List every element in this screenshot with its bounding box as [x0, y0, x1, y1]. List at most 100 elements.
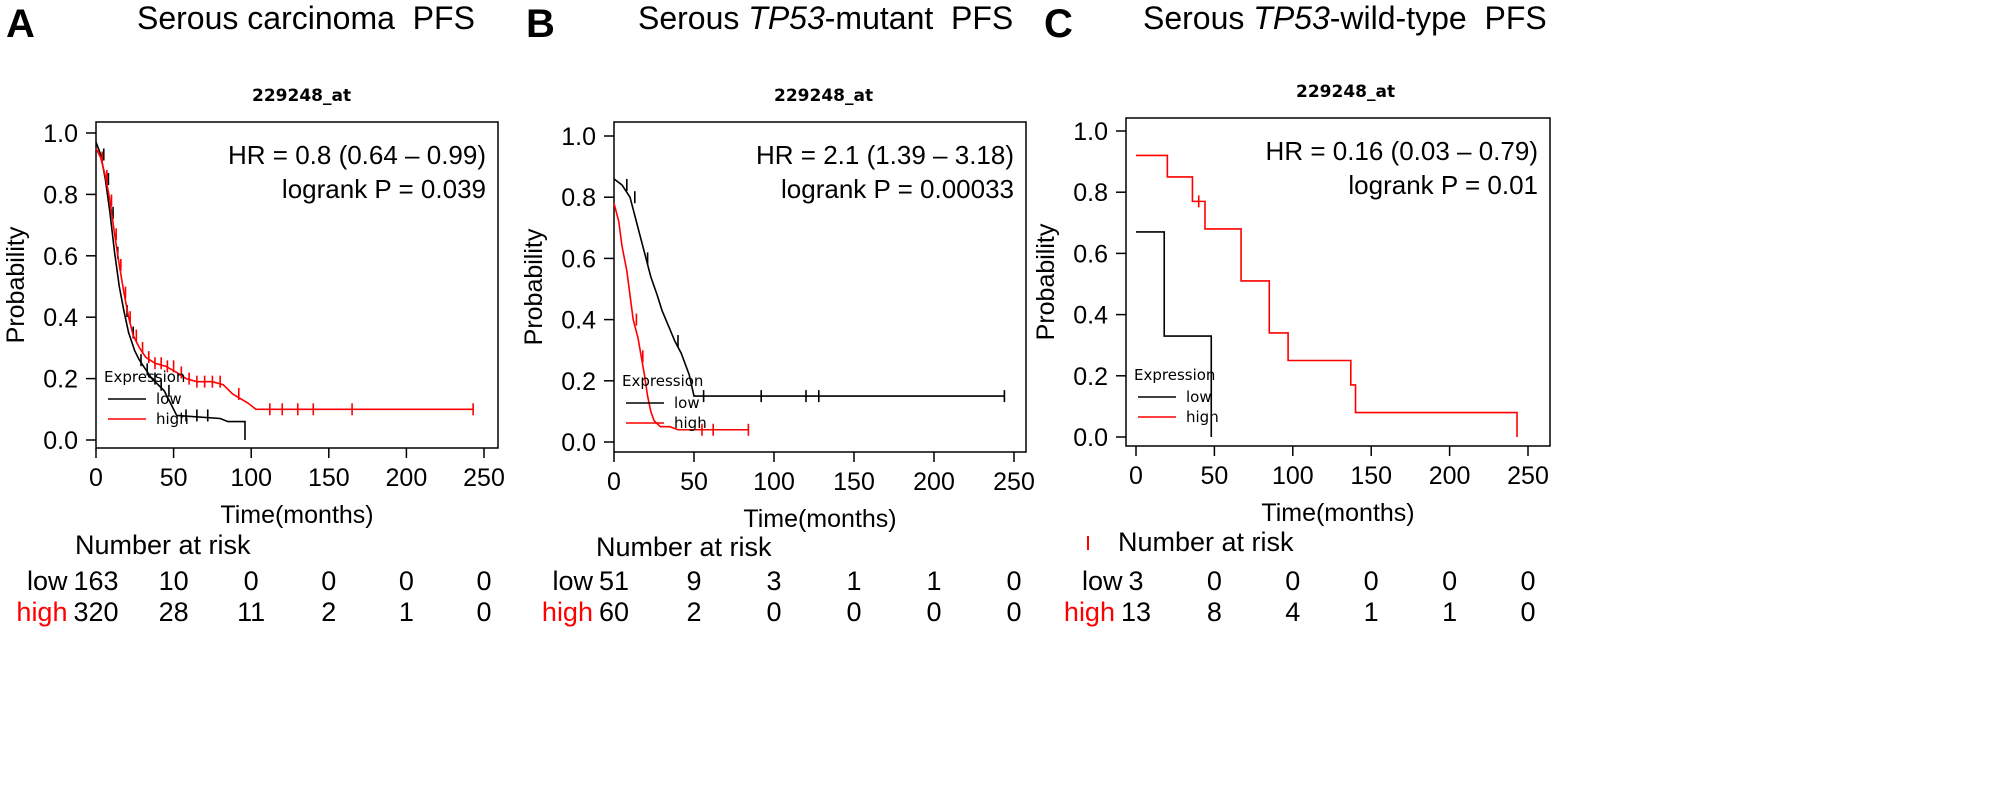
plot-frame — [1125, 117, 1551, 447]
risk-group-label: high — [16, 597, 68, 627]
risk-count: 0 — [1006, 566, 1022, 596]
stray-tick-mark — [1087, 536, 1089, 550]
y-tick-label: 0.2 — [43, 366, 78, 394]
risk-count: 1 — [846, 566, 862, 596]
risk-count: 9 — [686, 566, 702, 596]
chart-subtitle: 229248_at — [1296, 82, 1396, 102]
risk-count: 3 — [1128, 566, 1144, 596]
legend-label-low: low — [674, 394, 700, 412]
risk-table-title: Number at risk — [1118, 527, 1294, 557]
y-axis-label: Probability — [2, 226, 30, 343]
hazard-ratio-label: HR = 0.16 (0.03 – 0.79) — [1266, 136, 1538, 166]
risk-row-low: low 163 10 0 0 0 0 — [0, 566, 660, 598]
x-tick-label: 200 — [1429, 462, 1471, 490]
legend-label-low: low — [1186, 388, 1212, 406]
legend-label-high: high — [674, 414, 707, 432]
series-line-high — [1136, 154, 1518, 437]
x-axis-label: Time(months) — [220, 501, 373, 529]
title-suffix: -mutant PFS — [824, 0, 1014, 36]
hazard-ratio-label: HR = 2.1 (1.39 – 3.18) — [756, 140, 1014, 170]
y-tick-label: 1.0 — [561, 123, 596, 151]
y-tick-label: 0.0 — [43, 427, 78, 455]
title-text: Serous carcinoma PFS — [137, 0, 475, 36]
risk-row-high: high 13 8 4 1 1 0 — [1040, 597, 1700, 629]
risk-count: 1 — [1363, 597, 1379, 627]
risk-count: 0 — [321, 566, 337, 596]
x-tick-label: 100 — [230, 464, 272, 492]
x-tick-label: 0 — [607, 468, 621, 496]
risk-count: 0 — [398, 566, 414, 596]
risk-count: 0 — [1520, 597, 1536, 627]
series-line-low — [95, 141, 246, 440]
risk-group-label: high — [1063, 597, 1115, 627]
risk-count: 0 — [243, 566, 259, 596]
y-tick-label: 0.8 — [43, 181, 78, 209]
title-text: Serous — [1143, 0, 1254, 36]
x-tick-label: 50 — [680, 468, 708, 496]
risk-count: 11 — [237, 597, 266, 627]
risk-count: 28 — [158, 597, 189, 627]
risk-count: 1 — [1442, 597, 1458, 627]
km-chart: 0.0 0.2 0.4 0.6 0.8 1.0 0 50 100 150 200 250 Time(mo… — [2, 120, 505, 529]
risk-count: 163 — [73, 566, 119, 596]
legend-label-high: high — [1186, 408, 1219, 426]
x-tick-label: 50 — [1200, 462, 1228, 490]
series-line-low — [613, 178, 1005, 397]
x-tick-label: 150 — [1350, 462, 1392, 490]
risk-count: 60 — [598, 597, 630, 627]
x-tick-label: 200 — [913, 468, 955, 496]
legend-title: Expression — [1134, 366, 1215, 384]
y-tick-label: 0.0 — [561, 429, 596, 457]
risk-count: 1 — [398, 597, 414, 627]
x-tick-label: 100 — [753, 468, 795, 496]
y-tick-label: 0.2 — [561, 368, 596, 396]
risk-count: 2 — [321, 597, 337, 627]
y-tick-label: 0.4 — [43, 304, 78, 332]
series-line-low — [1136, 231, 1213, 437]
y-tick-label: 0.8 — [561, 184, 596, 212]
x-tick-label: 200 — [386, 464, 428, 492]
risk-count: 1 — [926, 566, 942, 596]
x-tick-label: 0 — [89, 464, 103, 492]
x-tick-label: 50 — [160, 464, 188, 492]
panel-title: Serous carcinoma PFS — [137, 0, 475, 37]
risk-count: 0 — [476, 566, 492, 596]
y-tick-label: 1.0 — [43, 120, 78, 148]
risk-count: 8 — [1206, 597, 1222, 627]
x-tick-label: 250 — [1507, 462, 1549, 490]
title-gene: TP53 — [748, 0, 825, 36]
panel-title: Serous TP53-wild-type PFS — [1143, 0, 1547, 37]
title-gene: TP53 — [1253, 0, 1330, 36]
y-tick-label: 0.0 — [1073, 424, 1108, 452]
risk-count: 0 — [476, 597, 492, 627]
title-suffix: -wild-type PFS — [1329, 0, 1547, 36]
risk-count: 0 — [1363, 566, 1379, 596]
chart-subtitle: 229248_at — [252, 86, 352, 106]
risk-group-label: low — [26, 566, 68, 596]
risk-count: 3 — [766, 566, 782, 596]
logrank-p-label: logrank P = 0.00033 — [781, 174, 1014, 204]
x-axis-label: Time(months) — [1261, 499, 1414, 527]
risk-table-title: Number at risk — [75, 530, 251, 560]
risk-row-low: low 3 0 0 0 0 0 — [1040, 566, 1700, 598]
risk-group-label: low — [552, 566, 593, 596]
x-tick-label: 150 — [833, 468, 875, 496]
plot-frame — [95, 121, 499, 449]
title-text: Serous — [638, 0, 749, 36]
y-tick-label: 0.4 — [1073, 302, 1108, 330]
risk-row-high: high 320 28 11 2 1 0 — [0, 597, 660, 629]
legend-title: Expression — [104, 368, 185, 386]
logrank-p-label: logrank P = 0.039 — [282, 174, 486, 204]
series-line-high — [613, 203, 749, 431]
risk-group-label: low — [1081, 566, 1123, 596]
hazard-ratio-label: HR = 0.8 (0.64 – 0.99) — [228, 140, 486, 170]
risk-row-low: low 51 9 3 1 1 0 — [518, 566, 1178, 598]
x-tick-label: 250 — [463, 464, 505, 492]
chart-subtitle: 229248_at — [774, 86, 874, 106]
y-tick-label: 0.6 — [561, 245, 596, 273]
panel-letter: A — [6, 2, 35, 46]
y-tick-label: 0.6 — [43, 243, 78, 271]
y-axis-label: Probability — [520, 228, 548, 345]
panel-letter: B — [526, 2, 555, 46]
series-line-high — [95, 147, 474, 411]
